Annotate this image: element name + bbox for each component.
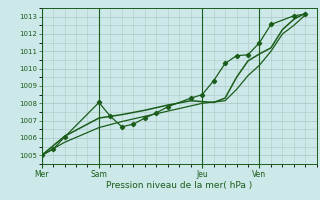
X-axis label: Pression niveau de la mer( hPa ): Pression niveau de la mer( hPa ) <box>106 181 252 190</box>
